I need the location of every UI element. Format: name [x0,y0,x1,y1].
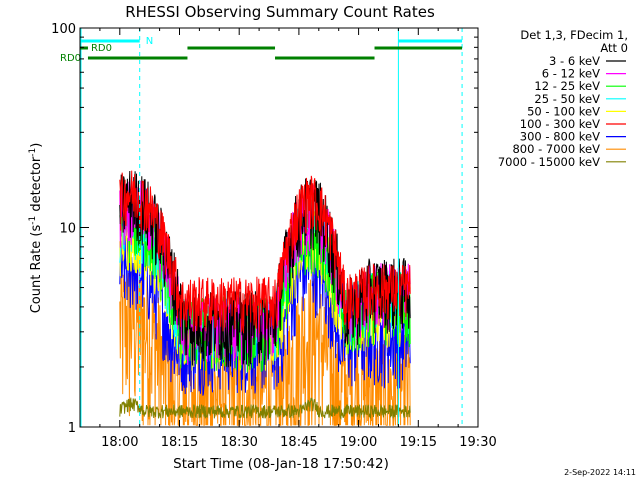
x-tick-label: 19:00 [340,435,377,450]
x-tick-labels: 18:00 18:15 18:30 18:45 19:00 19:15 19:30 [101,435,497,450]
generated-timestamp: 2-Sep-2022 14:11 [564,468,636,477]
y-axis-label-middle: detector [29,156,44,216]
night-label: N [146,36,153,47]
y-axis-label-exponent-2: -1 [28,148,38,157]
y-tick-labels: 1 10 100 [51,22,76,436]
series-line [119,170,411,334]
x-tick-label: 18:45 [280,435,317,450]
y-tick-label: 10 [59,222,76,237]
legend-title-line-2: Att 0 [600,41,628,55]
series-trace [119,397,411,420]
legend-label: 6 - 12 keV [542,67,600,81]
legend-title-line-1: Det 1,3, FDecim 1, [520,28,628,42]
x-axis-label: Start Time (08-Jan-18 17:50:42) [173,456,389,472]
chart-title: RHESSI Observing Summary Count Rates [125,3,435,21]
plot-data-layer [119,170,411,426]
flag-overlays: N RD0 RD0 [60,28,463,427]
y-axis-label-end: ) [29,143,44,148]
series-trace [119,170,411,334]
x-tick-label: 19:15 [400,435,437,450]
legend-label: 3 - 6 keV [549,54,600,68]
y-axis-label-exponent-1: -1 [28,216,38,225]
legend-label: 25 - 50 keV [534,92,600,106]
axes-frame [79,27,479,428]
x-tick-label: 18:00 [101,435,138,450]
x-tick-label: 19:30 [459,435,496,450]
y-axis-label: Count Rate (s-1 detector-1) [28,143,44,314]
y-axis-label-main: Count Rate (s [29,225,44,314]
rd-label-upper: RD0 [91,43,112,54]
x-tick-label: 18:30 [220,435,257,450]
y-tick-label: 1 [68,421,76,436]
series-line [119,397,411,420]
x-tick-label: 18:15 [161,435,198,450]
rd-label-lower: RD0 [60,53,81,64]
legend-label: 800 - 7000 keV [512,142,600,156]
y-tick-label: 100 [51,22,76,37]
legend-label: 100 - 300 keV [520,117,600,131]
legend-label: 7000 - 15000 keV [498,155,600,169]
legend-label: 300 - 800 keV [520,130,600,144]
legend-label: 12 - 25 keV [534,79,600,93]
legend-label: 50 - 100 keV [527,104,600,118]
